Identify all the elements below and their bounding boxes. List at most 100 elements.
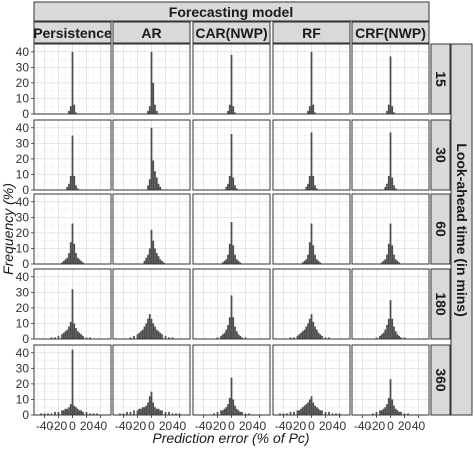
histogram-bar — [228, 104, 231, 114]
histogram-bar — [155, 177, 158, 190]
histogram-bar — [159, 259, 162, 264]
y-tick-label: 40 — [16, 346, 30, 360]
histogram-bar — [157, 408, 160, 415]
histogram-bar — [89, 413, 91, 415]
histogram-bar — [230, 54, 233, 114]
x-tick-label: 0 — [148, 419, 155, 433]
histogram-bar — [47, 413, 49, 415]
histogram-bar — [396, 260, 399, 264]
histogram-bar — [308, 176, 311, 190]
histogram-bar — [296, 410, 299, 415]
histogram-bar — [235, 259, 238, 264]
histogram-bar — [225, 407, 228, 415]
histogram-bar — [279, 413, 281, 415]
y-tick-label: 10 — [16, 91, 30, 105]
histogram-bar — [237, 260, 240, 264]
histogram-bar — [310, 132, 313, 190]
histogram-bar — [372, 413, 374, 415]
histogram-bar — [138, 408, 141, 415]
lookahead-strip-label: 360 — [433, 368, 449, 392]
histogram-bar — [159, 410, 162, 415]
panel-border — [192, 43, 271, 115]
histogram-bar — [57, 335, 60, 339]
histogram-bar — [386, 110, 388, 114]
histogram-bar — [140, 331, 142, 339]
histogram-bar — [147, 318, 149, 339]
histogram-bar — [227, 325, 229, 339]
histogram-bar — [232, 177, 235, 190]
histogram-bar — [227, 404, 229, 415]
histogram-bar — [315, 188, 318, 190]
panel-border — [112, 43, 191, 115]
histogram-bar — [234, 254, 236, 264]
x-tick-label: 20 — [319, 419, 333, 433]
histogram-bar — [232, 106, 235, 114]
histogram-bar — [310, 51, 313, 114]
histogram-bar — [307, 323, 309, 339]
histogram-bar — [73, 323, 76, 339]
histogram-bar — [171, 337, 174, 339]
histogram-bar — [228, 397, 231, 415]
model-strip-3 — [272, 21, 351, 44]
x-tick-label: -40 — [36, 419, 54, 433]
histogram-bar — [400, 411, 402, 415]
histogram-bar — [119, 413, 121, 415]
histogram-bar — [324, 337, 327, 339]
histogram-bar — [162, 262, 165, 264]
y-tick-label: 10 — [16, 316, 30, 330]
histogram-bar — [150, 318, 153, 339]
histogram-bar — [143, 407, 146, 415]
histogram-bar — [82, 411, 84, 415]
histogram-bar — [312, 402, 315, 415]
histogram-bar — [76, 408, 79, 415]
histogram-bar — [228, 243, 231, 264]
histogram-bar — [230, 134, 233, 190]
histogram-bar — [157, 331, 160, 339]
histogram-bar — [82, 335, 84, 339]
histogram-bar — [69, 106, 72, 114]
histogram-bar — [387, 243, 390, 264]
histogram-bar — [338, 413, 341, 415]
histogram-bar — [289, 337, 292, 339]
panel-border — [192, 119, 271, 191]
histogram-bar — [312, 245, 315, 264]
panel-border — [272, 119, 351, 191]
histogram-bar — [154, 407, 156, 415]
histogram-bar — [308, 318, 311, 339]
x-tick-label: -20 — [129, 419, 147, 433]
x-tick-label: 40 — [94, 419, 108, 433]
histogram-bar — [40, 413, 42, 415]
y-tick-label: 40 — [16, 45, 30, 59]
histogram-bar — [394, 259, 397, 264]
histogram-bar — [126, 411, 128, 415]
histogram-bar — [389, 379, 392, 415]
histogram-bar — [69, 242, 72, 264]
histogram-bar — [237, 410, 240, 415]
panel-border — [33, 268, 112, 340]
histogram-bar — [147, 110, 149, 114]
histogram-bar — [308, 242, 311, 264]
panel-border — [112, 193, 191, 265]
histogram-bar — [145, 323, 148, 339]
histogram-bar — [75, 407, 77, 415]
model-strip-label: CRF(NWP) — [355, 25, 426, 41]
histogram-bar — [78, 259, 81, 264]
histogram-bar — [150, 391, 153, 415]
histogram-bar — [293, 411, 295, 415]
histogram-bar — [382, 332, 385, 339]
histogram-bar — [221, 410, 224, 415]
x-tick-label: 40 — [173, 419, 187, 433]
histogram-bar — [331, 413, 334, 415]
model-strip-label: Persistence — [33, 25, 112, 41]
histogram-bar — [380, 262, 383, 264]
histogram-bar — [69, 176, 72, 190]
histogram-bar — [75, 253, 77, 264]
histogram-bar — [76, 257, 79, 264]
histogram-bar — [148, 248, 151, 264]
histogram-bar — [386, 404, 388, 415]
histogram-bar — [289, 411, 292, 415]
histogram-bar — [227, 110, 229, 114]
histogram-bar — [227, 254, 229, 264]
histogram-bar — [136, 334, 139, 339]
histogram-bar — [382, 408, 385, 415]
